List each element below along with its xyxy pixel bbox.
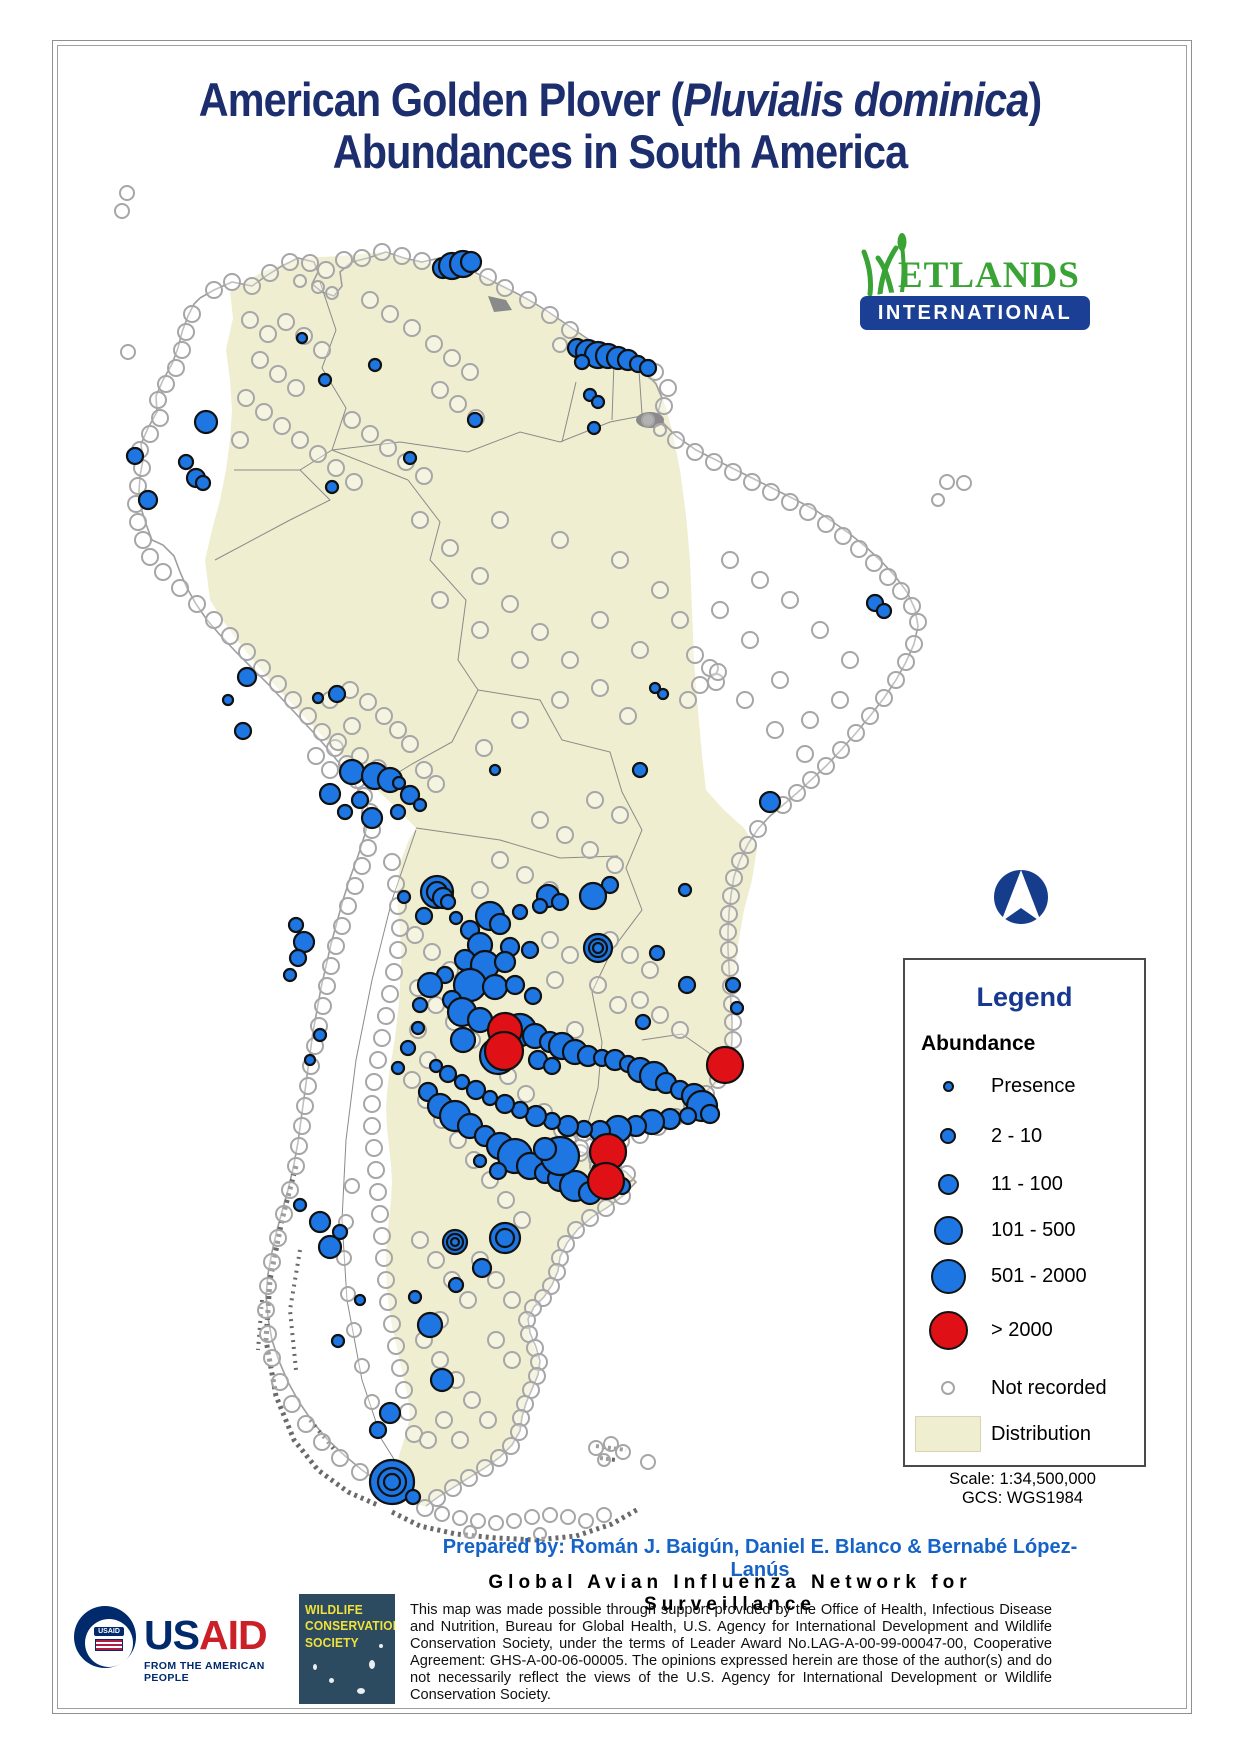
legend-section-abundance: Abundance (921, 1032, 1036, 1055)
scale-text: Scale: 1:34,500,000 (949, 1470, 1096, 1488)
legend-label: Distribution (991, 1422, 1092, 1445)
wcs-logo: WILDLIFE CONSERVATION SOCIETY (299, 1594, 395, 1704)
abundance-points (125, 249, 893, 1506)
legend-symbol (940, 1128, 956, 1144)
wcs-line: CONSERVATION (305, 1618, 395, 1634)
legend-item-501-2000: 501 - 2000 (905, 1254, 1144, 1298)
legend-label: 2 - 10 (991, 1124, 1043, 1147)
wetlands-wordmark: ETLANDS (898, 255, 1080, 296)
legend-item-not-recorded: Not recorded (905, 1366, 1144, 1410)
species-name: Pluvialis dominica (683, 73, 1029, 126)
disclaimer-paragraph: This map was made possible through suppo… (410, 1602, 1052, 1703)
high-abundance-points (483, 1011, 745, 1201)
page-title: American Golden Plover (Pluvialis domini… (198, 73, 1042, 178)
legend-item--2000: > 2000 (905, 1308, 1144, 1352)
neatline-outer (52, 40, 1192, 1714)
network-heading: Global Avian Influenza Network for Surve… (488, 1572, 972, 1615)
north-arrow-icon (994, 870, 1048, 924)
legend-item-11-100: 11 - 100 (905, 1162, 1144, 1206)
usaid-wordmark: USAID (144, 1612, 268, 1658)
legend-label: 501 - 2000 (991, 1264, 1087, 1287)
scale-block: Scale: 1:34,500,000 GCS: WGS1984 (903, 1470, 1142, 1509)
wetlands-international-logo: ETLANDS INTERNATIONAL (858, 232, 1094, 336)
legend-title: Legend (976, 982, 1073, 1012)
legend-item-2-10: 2 - 10 (905, 1114, 1144, 1158)
neatline-inner (57, 45, 1187, 1709)
distribution-swatch (915, 1416, 981, 1452)
legend-symbol (941, 1381, 955, 1395)
legend-label: Presence (991, 1074, 1076, 1097)
legend-label: 11 - 100 (991, 1172, 1063, 1195)
wcs-line: WILDLIFE (305, 1602, 363, 1617)
legend-symbol (942, 1080, 954, 1092)
legend-symbol (933, 1215, 963, 1245)
usaid-tagline: FROM THE AMERICAN PEOPLE (144, 1660, 265, 1684)
legend-box: Legend Abundance Presence 2 - 10 11 - 100 1… (903, 958, 1146, 1467)
reeds-w-icon (861, 233, 907, 297)
usaid-seal-icon: USAID (74, 1606, 136, 1668)
gcs-text: GCS: WGS1984 (961, 1489, 1084, 1508)
legend-item-101-500: 101 - 500 (905, 1208, 1144, 1252)
legend-symbol (928, 1310, 968, 1350)
legend-symbol (937, 1173, 959, 1195)
legend-label: > 2000 (991, 1318, 1053, 1341)
fjords-and-islands (256, 296, 664, 1543)
legend-label: Not recorded (991, 1376, 1107, 1399)
flag-icon (95, 1639, 123, 1651)
legend-item-distribution: Distribution (905, 1412, 1144, 1456)
international-banner: INTERNATIONAL (860, 296, 1090, 330)
legend-label: 101 - 500 (991, 1218, 1076, 1241)
wcs-line: SOCIETY (305, 1634, 359, 1650)
usaid-logo: USAID USAID FROM THE AMERICAN PEOPLE (70, 1600, 290, 1705)
legend-item-presence: Presence (905, 1064, 1144, 1108)
legend-symbol (930, 1258, 966, 1294)
prepared-by-line: Prepared by: Román J. Baigún, Daniel E. … (442, 1536, 1078, 1581)
